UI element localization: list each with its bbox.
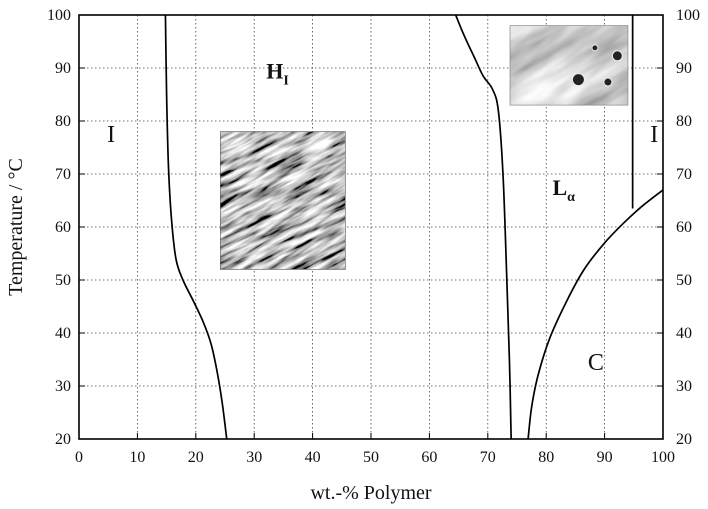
x-tick-label: 50 [363, 449, 379, 466]
y-tick-label-left: 20 [55, 431, 71, 448]
y-tick-label-left: 70 [55, 166, 71, 183]
inset-noise [509, 25, 628, 106]
x-tick-label: 20 [188, 449, 204, 466]
y-tick-label-right: 50 [676, 272, 692, 289]
micrograph-inset [220, 131, 346, 270]
phase-label-subscript: α [567, 190, 575, 205]
inset-rot [220, 131, 346, 270]
phase-label-symbol: C [588, 350, 604, 376]
inset-rot [509, 25, 628, 106]
phase-label-symbol: I [650, 122, 658, 148]
droplet [611, 50, 623, 62]
y-tick-label-right: 40 [676, 325, 692, 342]
y-tick-label-left: 40 [55, 325, 71, 342]
y-tick-label-left: 60 [55, 219, 71, 236]
inset-holder [220, 131, 346, 270]
inset-noise [220, 131, 346, 270]
y-tick-label-left: 90 [55, 60, 71, 77]
phase-label: I [650, 122, 658, 148]
micrograph-insets [220, 25, 629, 270]
inset-holder [509, 25, 628, 106]
phase-label: C [588, 350, 604, 376]
phase-boundary-line [527, 189, 664, 440]
x-axis-title: wt.-% Polymer [310, 482, 431, 504]
droplet [571, 73, 585, 87]
y-tick-label-left: 50 [55, 272, 71, 289]
x-tick-label: 70 [480, 449, 496, 466]
y-axis-title: Temperature / °C [5, 158, 27, 296]
y-tick-label-right: 80 [676, 113, 692, 130]
x-tick-label: 60 [421, 449, 437, 466]
y-tick-label-right: 20 [676, 431, 692, 448]
x-tick-label: 30 [246, 449, 262, 466]
inset-border [509, 25, 629, 106]
x-tick-label: 40 [305, 449, 321, 466]
phase-boundary-line [164, 14, 228, 440]
y-tick-label-left: 30 [55, 378, 71, 395]
y-tick-label-left: 100 [47, 7, 71, 24]
phase-label: I [107, 122, 115, 148]
x-tick-label: 0 [75, 449, 83, 466]
y-tick-label-right: 30 [676, 378, 692, 395]
phase-label-subscript: I [283, 74, 288, 89]
y-tick-label-right: 90 [676, 60, 692, 77]
phase-label-symbol: L [552, 175, 567, 200]
micrograph-inset [509, 25, 629, 106]
y-tick-label-right: 70 [676, 166, 692, 183]
inset-border [220, 131, 346, 270]
phase-boundary-line [454, 14, 513, 440]
y-tick-label-right: 60 [676, 219, 692, 236]
x-tick-label: 80 [538, 449, 554, 466]
y-tick-label-right: 100 [676, 7, 700, 24]
phase-label-symbol: I [107, 122, 115, 148]
y-tick-label-left: 80 [55, 113, 71, 130]
x-tick-label: 10 [129, 449, 145, 466]
x-tick-label: 90 [597, 449, 613, 466]
x-tick-label: 100 [651, 449, 675, 466]
droplet [603, 77, 613, 87]
phase-label: Lα [552, 175, 575, 205]
phase-boundaries [164, 14, 664, 440]
droplet [591, 44, 599, 52]
phase-label: HI [266, 59, 289, 89]
phase-label-symbol: H [266, 59, 283, 84]
